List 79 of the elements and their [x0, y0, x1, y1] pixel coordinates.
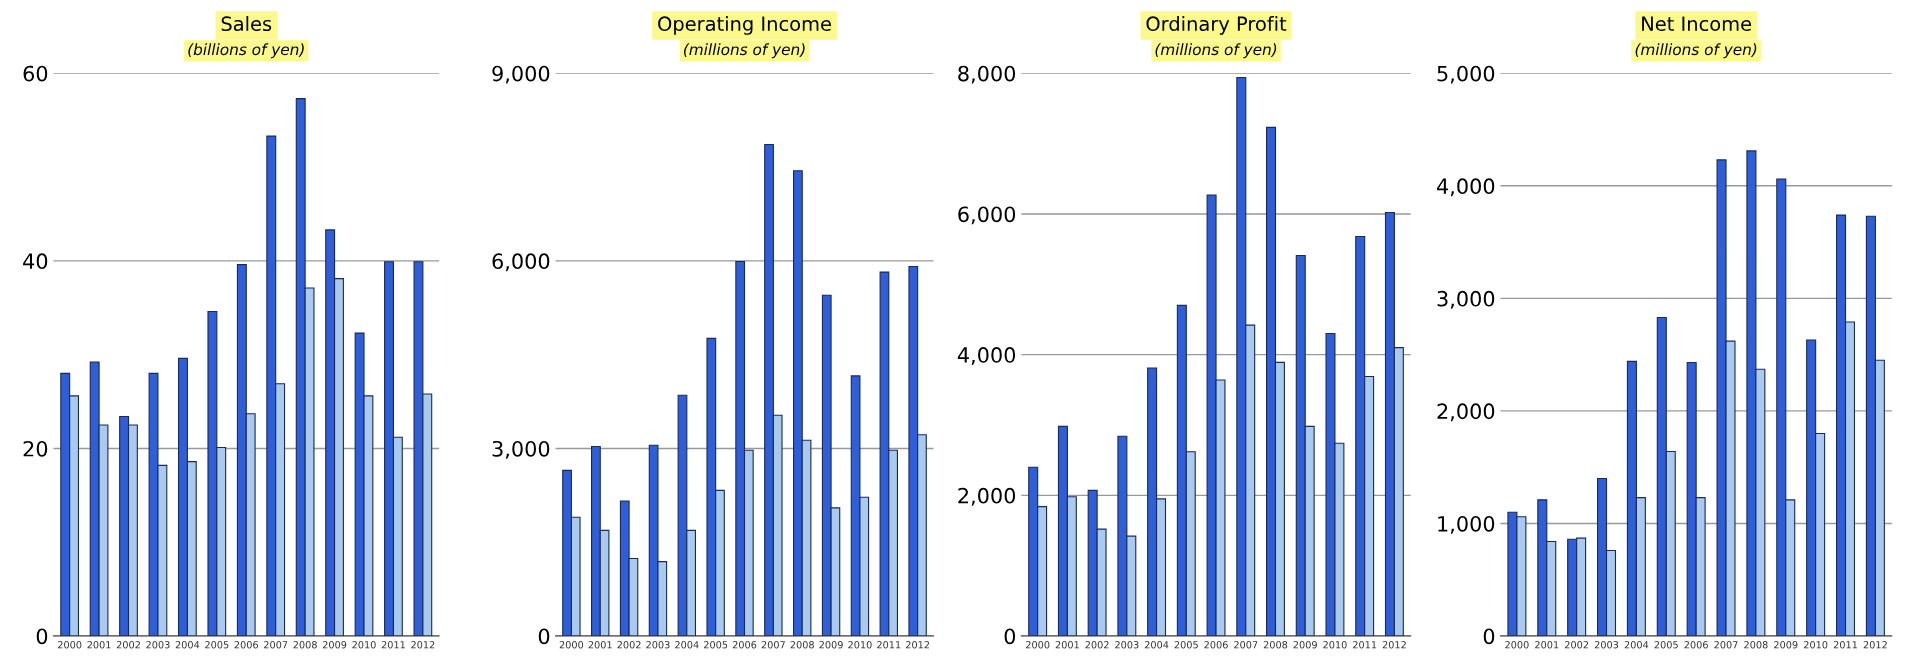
x-tick-label: 2007 [1234, 641, 1258, 649]
y-tick-label: 0 [1004, 628, 1016, 645]
chart-subtitle: (millions of yen) [1155, 43, 1277, 59]
y-tick-label: 4,000 [957, 347, 1016, 365]
x-tick-label: 2011 [877, 641, 901, 649]
x-tick-label: 2004 [1624, 641, 1649, 649]
x-tick-label: 2000 [57, 641, 82, 649]
x-tick-label: 2005 [205, 641, 229, 649]
x-tick-label: 2002 [1085, 641, 1109, 649]
x-tick-label: 2000 [1026, 641, 1050, 649]
x-tick-label: 2001 [87, 641, 111, 649]
x-tick-label: 2011 [381, 641, 405, 649]
y-tick-label: 3,000 [1437, 290, 1495, 309]
x-tick-label: 2010 [352, 641, 376, 649]
x-tick-label: 2009 [1774, 641, 1798, 649]
x-tick-label: 2012 [905, 641, 930, 649]
x-tick-label: 2005 [1174, 641, 1198, 649]
x-tick-label: 2011 [1833, 641, 1857, 649]
x-tick-label: 2000 [559, 641, 584, 649]
y-tick-label: 6,000 [958, 206, 1016, 225]
x-tick-label: 2007 [1714, 641, 1738, 649]
x-tick-label: 2003 [146, 641, 170, 649]
x-tick-label: 2007 [761, 641, 785, 649]
y-tick-label: 0 [538, 628, 550, 645]
y-tick-label: 0 [1483, 628, 1495, 645]
x-tick-label: 2004 [175, 641, 200, 649]
x-tick-label: 2012 [411, 641, 435, 649]
x-tick-label: 2002 [617, 641, 641, 649]
x-tick-label: 2010 [848, 641, 872, 649]
chart-subtitle: (millions of yen) [1635, 43, 1757, 59]
x-tick-label: 2002 [116, 641, 140, 649]
x-tick-label: 2008 [1744, 641, 1768, 649]
x-tick-label: 2010 [1803, 641, 1828, 649]
x-tick-label: 2006 [1204, 641, 1228, 649]
x-tick-label: 2005 [1654, 641, 1678, 649]
x-tick-label: 2001 [1055, 641, 1079, 649]
y-tick-label: 40 [23, 253, 48, 270]
x-tick-label: 2002 [1564, 641, 1589, 649]
x-tick-label: 2004 [1144, 641, 1169, 649]
y-tick-label: 20 [23, 440, 48, 457]
x-tick-label: 2004 [675, 641, 699, 649]
x-tick-label: 2003 [646, 641, 670, 649]
y-tick-label: 60 [23, 65, 48, 82]
y-tick-label: 3,000 [492, 440, 550, 459]
x-tick-label: 2001 [1535, 641, 1559, 649]
y-tick-label: 6,000 [492, 253, 550, 272]
x-tick-label: 2001 [588, 641, 612, 649]
y-tick-label: 8,000 [958, 65, 1016, 84]
y-tick-label: 0 [36, 628, 48, 645]
y-tick-label: 1,000 [1438, 515, 1495, 534]
y-tick-label: 9,000 [492, 65, 550, 84]
x-tick-label: 2006 [732, 641, 757, 649]
x-tick-label: 2003 [1115, 641, 1139, 649]
y-tick-label: 2,000 [958, 487, 1016, 506]
chart-title: Net Income [1642, 16, 1752, 32]
y-tick-label: 5,000 [1437, 65, 1495, 84]
x-tick-label: 2009 [1293, 641, 1317, 649]
x-tick-label: 2009 [322, 641, 347, 649]
x-tick-label: 2008 [790, 641, 814, 649]
x-tick-label: 2010 [1323, 641, 1347, 649]
chart-title: Sales [221, 16, 272, 32]
chart-title: Ordinary Profit [1146, 16, 1287, 35]
x-tick-label: 2008 [293, 641, 317, 649]
x-tick-label: 2006 [234, 641, 259, 649]
x-tick-label: 2003 [1594, 641, 1619, 649]
x-tick-label: 2012 [1382, 641, 1406, 649]
x-tick-label: 2005 [704, 641, 728, 649]
chart-subtitle: (millions of yen) [684, 43, 805, 59]
x-tick-label: 2006 [1684, 641, 1708, 649]
chart-title: Operating Income [658, 16, 831, 35]
x-tick-label: 2009 [819, 641, 843, 649]
y-tick-label: 2,000 [1437, 403, 1495, 422]
x-tick-label: 2000 [1505, 641, 1529, 649]
x-tick-label: 2012 [1863, 641, 1887, 649]
x-tick-label: 2008 [1263, 641, 1288, 649]
chart-subtitle: (billions of yen) [188, 43, 304, 59]
y-tick-label: 4,000 [1436, 178, 1495, 197]
x-tick-label: 2007 [264, 641, 288, 649]
x-tick-label: 2011 [1353, 641, 1377, 649]
